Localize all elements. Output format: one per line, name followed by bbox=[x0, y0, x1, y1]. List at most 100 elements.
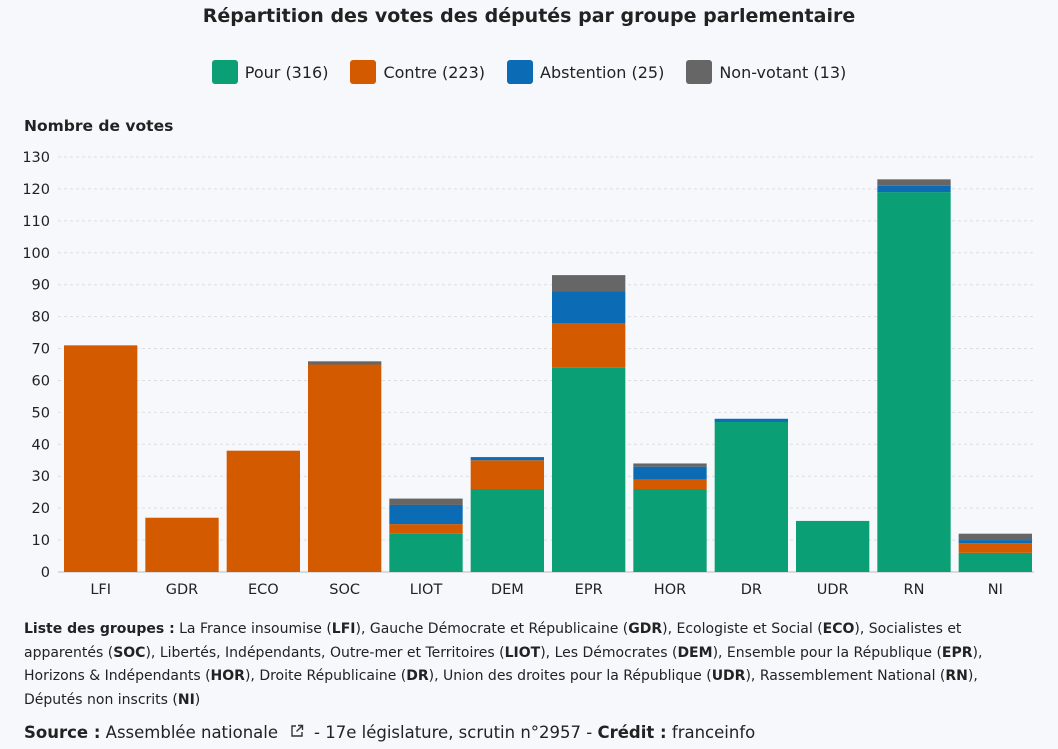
y-tick-label: 10 bbox=[32, 533, 50, 549]
bar-segment-lfi-contre bbox=[64, 345, 138, 572]
x-tick-label: ECO bbox=[248, 582, 279, 598]
group-abbrev: NI bbox=[177, 691, 195, 708]
x-tick-label: SOC bbox=[329, 582, 360, 598]
group-abbrev: RN bbox=[945, 668, 968, 684]
bar-segment-soc-contre bbox=[308, 364, 382, 572]
bar-segment-dem-abstention bbox=[470, 457, 544, 461]
bar-segment-gdr-contre bbox=[145, 517, 219, 572]
x-tick-label: UDR bbox=[817, 582, 849, 598]
y-tick-label: 80 bbox=[32, 310, 50, 326]
x-tick-label: LIOT bbox=[410, 582, 443, 598]
group-name-text: ), Gauche Démocrate et Républicaine ( bbox=[355, 621, 629, 637]
credit-label: Crédit : bbox=[597, 723, 667, 742]
legend-swatch-abstention bbox=[507, 60, 534, 84]
bar-segment-soc-non-votant bbox=[308, 361, 382, 365]
legend-item-abstention[interactable]: Abstention (25) bbox=[507, 60, 664, 84]
bar-segment-dem-contre bbox=[470, 460, 544, 489]
x-tick-label: HOR bbox=[654, 582, 686, 598]
bar-segment-hor-pour bbox=[633, 489, 707, 572]
bar-segment-epr-pour bbox=[552, 367, 626, 572]
bar-segment-epr-abstention bbox=[552, 291, 626, 323]
group-name-text: La France insoumise ( bbox=[174, 621, 332, 637]
y-tick-label: 50 bbox=[32, 405, 50, 421]
bar-segment-rn-pour bbox=[877, 192, 951, 572]
groups-list-lead: Liste des groupes : bbox=[24, 621, 175, 637]
x-tick-label: EPR bbox=[575, 582, 603, 598]
legend-label-non-votant: Non-votant (13) bbox=[719, 62, 847, 82]
group-name-text: ), Rassemblement National ( bbox=[745, 668, 946, 684]
legend-item-pour[interactable]: Pour (316) bbox=[211, 60, 329, 84]
y-tick-label: 0 bbox=[41, 565, 50, 581]
group-abbrev: SOC bbox=[113, 644, 146, 661]
x-tick-label: DEM bbox=[491, 582, 524, 598]
group-abbrev: DR bbox=[406, 668, 429, 684]
bar-segment-liot-pour bbox=[389, 533, 463, 572]
bar-segment-udr-pour bbox=[796, 520, 870, 572]
y-axis-label: Nombre de votes bbox=[24, 117, 174, 135]
bar-segment-liot-non-votant bbox=[389, 498, 463, 505]
group-name-text: ), Ecologiste et Social ( bbox=[662, 621, 823, 637]
legend-item-non-votant[interactable]: Non-votant (13) bbox=[686, 60, 846, 84]
group-abbrev: LFI bbox=[331, 621, 356, 637]
bar-segment-eco-contre bbox=[226, 450, 300, 572]
group-name-text: ), Ensemble pour la République ( bbox=[712, 644, 942, 661]
legend-label-contre: Contre (223) bbox=[383, 62, 486, 82]
groups-list: Liste des groupes : La France insoumise … bbox=[24, 618, 1034, 712]
source-middle-text: - 17e législature, scrutin n°2957 - bbox=[314, 723, 593, 742]
bar-segment-rn-non-votant bbox=[877, 179, 951, 186]
x-tick-label: RN bbox=[904, 582, 925, 598]
y-tick-label: 90 bbox=[32, 278, 50, 294]
group-abbrev: ECO bbox=[822, 621, 855, 637]
y-tick-label: 120 bbox=[22, 182, 50, 198]
source-footer: Source : Assemblée nationale - 17e législ… bbox=[24, 723, 1034, 742]
bar-segment-ni-non-votant bbox=[958, 533, 1032, 541]
legend-label-abstention: Abstention (25) bbox=[540, 62, 665, 82]
bar-segment-hor-contre bbox=[633, 479, 707, 489]
bar-segment-dem-pour bbox=[470, 489, 544, 572]
bar-segment-ni-pour bbox=[958, 552, 1032, 572]
group-abbrev: HOR bbox=[210, 668, 245, 684]
bar-segment-ni-abstention bbox=[958, 540, 1032, 544]
y-tick-label: 40 bbox=[32, 437, 50, 453]
chart-title: Répartition des votes des députés par gr… bbox=[202, 5, 856, 27]
group-abbrev: UDR bbox=[711, 668, 746, 684]
x-tick-label: GDR bbox=[166, 582, 198, 598]
y-tick-label: 100 bbox=[22, 246, 50, 262]
group-name-text: ), Les Démocrates ( bbox=[540, 644, 678, 661]
source-text: Assemblée nationale bbox=[105, 723, 279, 742]
legend-label-pour: Pour (316) bbox=[244, 62, 329, 82]
group-name-text: ), Droite Républicaine ( bbox=[244, 668, 407, 684]
legend-swatch-pour bbox=[211, 60, 238, 84]
group-name-text: ), Union des droites pour la République … bbox=[428, 668, 712, 684]
group-name-text: ), Socialistes et apparentés ( bbox=[24, 621, 962, 661]
group-abbrev: LIOT bbox=[504, 644, 541, 661]
x-tick-label: LFI bbox=[90, 582, 111, 598]
y-tick-label: 110 bbox=[22, 214, 50, 230]
stacked-bar-chart: 0 10 20 30 40 50 60 70 80 90 100 110 120 130 LFI GDR ECO… bbox=[22, 150, 1034, 598]
bar-segment-epr-non-votant bbox=[552, 275, 626, 292]
group-name-text: ) bbox=[194, 691, 201, 708]
bar-segment-liot-abstention bbox=[389, 504, 463, 525]
legend: Pour (316) Contre (223) Abstention (25) … bbox=[0, 60, 1058, 84]
x-tick-label: NI bbox=[988, 582, 1003, 598]
y-tick-label: 130 bbox=[22, 150, 50, 166]
group-name-text: ), Députés non inscrits ( bbox=[24, 668, 978, 708]
bar-segment-hor-abstention bbox=[633, 466, 707, 480]
group-abbrev: EPR bbox=[941, 644, 973, 661]
y-tick-label: 20 bbox=[32, 501, 50, 517]
group-name-text: ), Libertés, Indépendants, Outre-mer et … bbox=[145, 644, 505, 661]
bar-segment-epr-contre bbox=[552, 323, 626, 368]
legend-swatch-contre bbox=[350, 60, 377, 84]
group-name-text: ), Horizons & Indépendants ( bbox=[24, 644, 983, 685]
legend-swatch-non-votant bbox=[686, 60, 713, 84]
bar-segment-ni-contre bbox=[958, 543, 1032, 553]
y-tick-label: 30 bbox=[32, 469, 50, 485]
external-link-icon[interactable] bbox=[290, 724, 304, 742]
y-tick-label: 60 bbox=[32, 373, 50, 389]
bar-segment-liot-contre bbox=[389, 524, 463, 534]
bar-segment-dr-pour bbox=[714, 421, 788, 572]
groups-list-text: La France insoumise (LFI), Gauche Démocr… bbox=[24, 621, 982, 708]
credit-text: franceinfo bbox=[671, 723, 756, 742]
bar-segment-rn-abstention bbox=[877, 185, 951, 193]
legend-item-contre[interactable]: Contre (223) bbox=[350, 60, 485, 84]
